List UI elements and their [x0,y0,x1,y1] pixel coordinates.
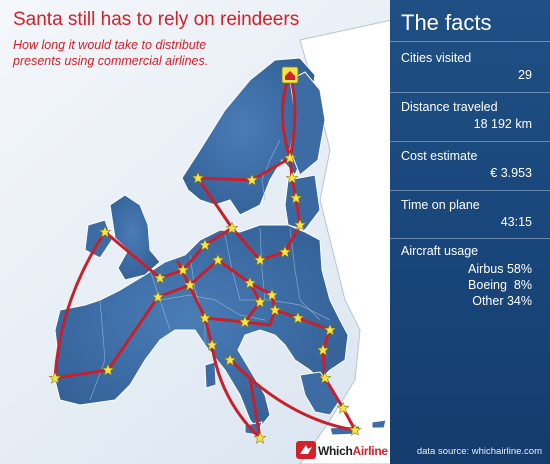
divider [390,238,550,239]
data-source: data source: whichairline.com [416,446,542,457]
fact-distance-value: 18 192 km [473,117,532,131]
greece [299,371,341,416]
fact-time-label: Time on plane [401,198,480,212]
whichairline-mark-icon [296,441,316,459]
chart-subtitle: How long it would take to distribute pre… [13,38,209,68]
fact-time-value: 43:15 [500,215,532,229]
non-eu-land [299,19,393,464]
fact-cost-value: € 3.953 [490,166,532,180]
fact-distance-label: Distance traveled [401,100,498,114]
divider [390,141,550,142]
divider [390,41,550,42]
house-icon [281,66,299,84]
facts-panel: The facts Cities visited 29 Distance tra… [390,0,550,464]
fact-cities-label: Cities visited [401,51,472,65]
fact-cost-label: Cost estimate [401,149,478,163]
country-borders [89,139,331,401]
usage-boeing: Boeing 8% [468,278,532,292]
usage-airbus: Airbus 58% [468,262,532,276]
divider [390,190,550,191]
mainland-europe [54,224,349,431]
sardinia [204,361,217,389]
usage-other: Other 34% [472,294,532,308]
aircraft-usage-label: Aircraft usage [401,244,479,258]
chart-title: Santa still has to rely on reindeers [13,9,300,30]
cyprus [371,419,387,429]
whichairline-logo: WhichAirline [296,439,388,461]
fact-cities-value: 29 [518,68,532,82]
logo-text: WhichAirline [318,444,388,458]
divider [390,92,550,93]
facts-title: The facts [401,10,492,35]
